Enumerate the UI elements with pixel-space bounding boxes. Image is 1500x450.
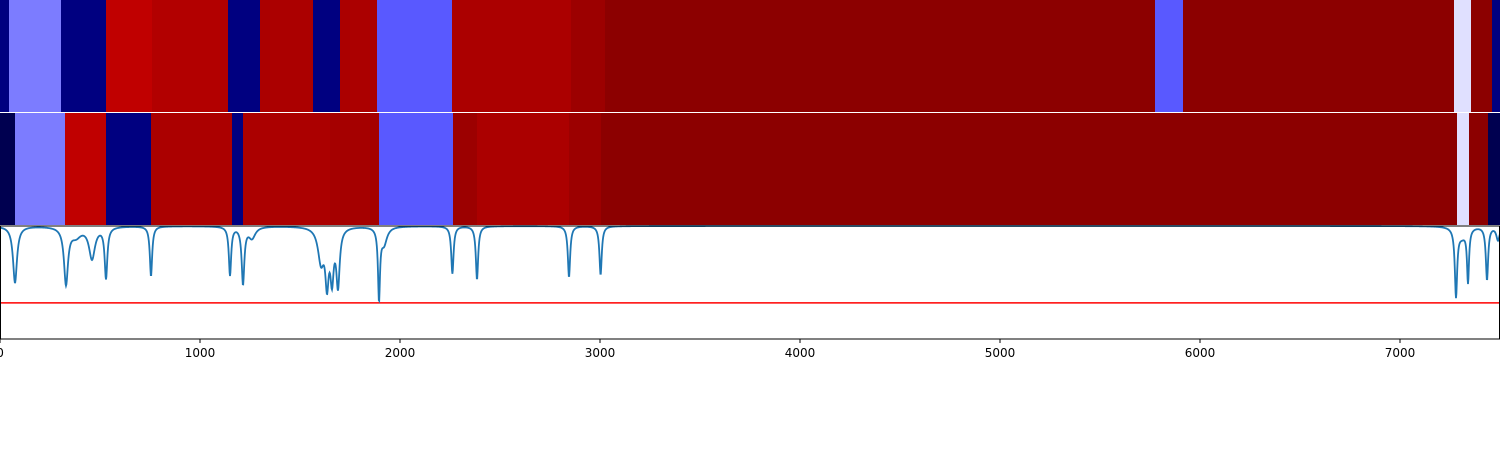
- heatmap-cell: [379, 113, 454, 225]
- heatmap-cell: [152, 0, 229, 112]
- heatmap-cell: [1488, 113, 1500, 225]
- heatmap-cell: [228, 0, 261, 112]
- heatmap-cell: [61, 0, 107, 112]
- heatmap-cell: [65, 113, 107, 225]
- x-tick-label: 4000: [785, 346, 816, 360]
- heatmap-cell: [330, 113, 380, 225]
- x-tick-label: 3000: [585, 346, 616, 360]
- heatmap-cell: [15, 113, 66, 225]
- heatmap-cell: [605, 0, 1156, 112]
- heatmap-cell: [106, 0, 153, 112]
- heatmap-cell: [0, 0, 10, 112]
- heatmap-cell: [1454, 0, 1472, 112]
- heatmap-cell: [571, 0, 606, 112]
- heatmap-cell: [151, 113, 233, 225]
- x-tick-label: 5000: [985, 346, 1016, 360]
- heatmap-cell: [601, 113, 1458, 225]
- heatmap-cell: [453, 113, 478, 225]
- x-tick-label: 2000: [385, 346, 416, 360]
- x-tick-label: 0: [0, 346, 4, 360]
- x-tick-label: 1000: [185, 346, 216, 360]
- heatmap-cell: [340, 0, 378, 112]
- heatmap-cell: [1492, 0, 1500, 112]
- heatmap-cell: [9, 0, 62, 112]
- x-axis: 0 1000 2000 3000 4000 5000 6000 7000: [0, 339, 1415, 360]
- heatmap-cell: [243, 113, 331, 225]
- heatmap-cell: [1155, 0, 1184, 112]
- signal-line: [0, 225, 1500, 304]
- signal-panel: [0, 225, 1500, 340]
- heatmap-cell: [0, 113, 16, 225]
- heatmap-cell: [106, 113, 152, 225]
- signal-panel-frame: [0, 225, 1500, 340]
- heatmap-row-1: [0, 0, 1500, 112]
- heatmap-cell: [313, 0, 341, 112]
- heatmap-cell: [1457, 113, 1470, 225]
- x-tick-label: 7000: [1385, 346, 1416, 360]
- heatmap-cell: [1471, 0, 1493, 112]
- x-tick-label: 6000: [1185, 346, 1216, 360]
- heatmap-row-2: [0, 113, 1500, 225]
- heatmap-cell: [1183, 0, 1455, 112]
- heatmap-cell: [377, 0, 453, 112]
- heatmap-cell: [569, 113, 602, 225]
- heatmap-cell: [232, 113, 244, 225]
- heatmap-cell: [452, 0, 572, 112]
- heatmap-cell: [477, 113, 570, 225]
- heatmap-cell: [260, 0, 314, 112]
- heatmap-cell: [1469, 113, 1489, 225]
- heatmap-rows: [0, 0, 1500, 225]
